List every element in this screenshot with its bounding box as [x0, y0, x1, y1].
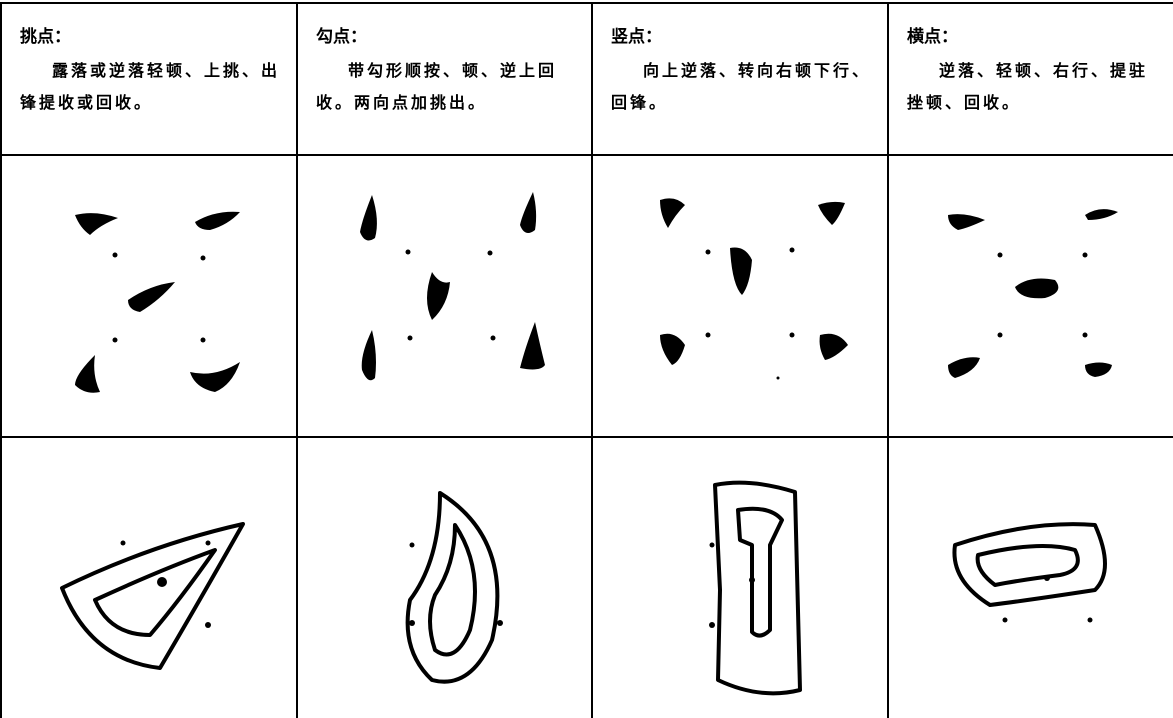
stroke-name: 勾点： — [316, 27, 367, 47]
stroke-description: 逆落、轻顿、右行、提驻挫顿、回收。 — [907, 61, 1149, 112]
dot-strokes — [75, 192, 1118, 393]
stroke-description: 露落或逆落轻顿、上挑、出锋提收或回收。 — [20, 61, 281, 112]
stroke-name: 横点： — [907, 27, 958, 47]
stroke-outlines — [60, 480, 1107, 696]
stroke-description: 向上逆落、转向右顿下行、回锋。 — [611, 61, 872, 112]
header-cell: 勾点： 带勾形顺按、顿、逆上回收。两向点加挑出。 — [304, 4, 592, 155]
header-cell: 挑点： 露落或逆落轻顿、上挑、出锋提收或回收。 — [8, 4, 297, 155]
stroke-name: 挑点： — [20, 27, 71, 47]
stroke-name: 竖点： — [611, 27, 662, 47]
header-cell: 横点： 逆落、轻顿、右行、提驻挫顿、回收。 — [895, 4, 1173, 155]
stroke-description: 带勾形顺按、顿、逆上回收。两向点加挑出。 — [316, 61, 558, 112]
header-cell: 竖点： 向上逆落、转向右顿下行、回锋。 — [599, 4, 888, 155]
